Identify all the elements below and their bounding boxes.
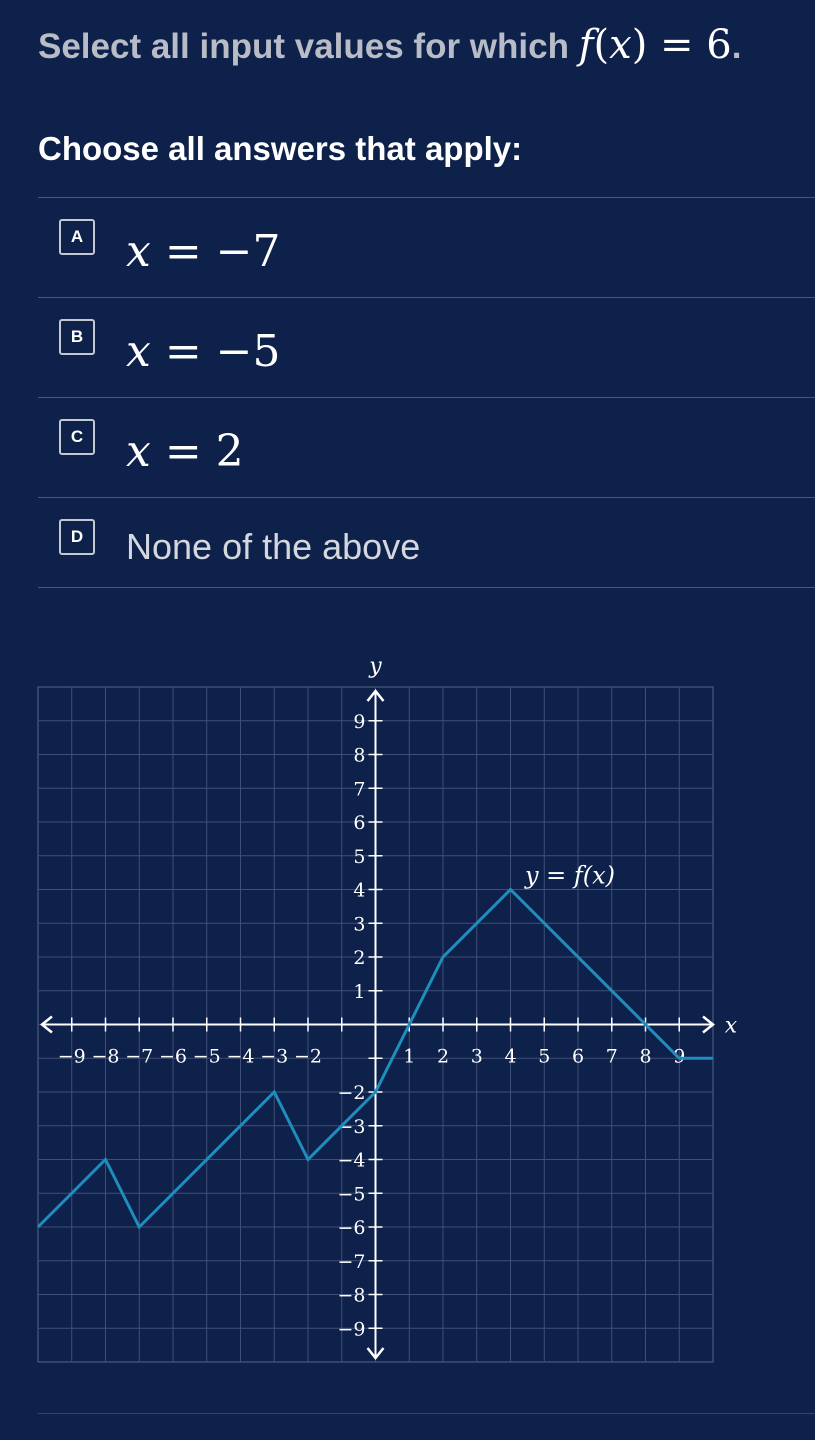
x-tick-label: 6 xyxy=(572,1046,584,1068)
question-text: Select all input values for which xyxy=(38,27,579,66)
choice-a[interactable]: A x = −7 xyxy=(38,198,815,298)
y-axis-top-arrow xyxy=(366,688,385,702)
x-axis-right-arrow xyxy=(702,1015,716,1034)
y-tick-label: −4 xyxy=(337,1150,365,1172)
x-tick-label: −4 xyxy=(226,1046,254,1068)
x-tick-label: 7 xyxy=(606,1046,618,1068)
y-tick-label: −6 xyxy=(337,1217,365,1239)
question-prompt: Select all input values for which f(x) =… xyxy=(38,22,741,68)
instruction-text: Choose all answers that apply: xyxy=(38,130,523,167)
choice-c[interactable]: C x = 2 xyxy=(38,398,815,498)
choice-d-label: None of the above xyxy=(126,526,421,567)
curve-label: y = f(x) xyxy=(524,862,615,890)
y-axis-bottom-arrow xyxy=(366,1347,385,1361)
x-tick-label: −9 xyxy=(58,1046,86,1068)
y-tick-label: 1 xyxy=(353,981,365,1003)
x-axis-left-arrow xyxy=(39,1015,53,1034)
choice-d-checkbox[interactable]: D xyxy=(59,519,95,555)
choice-b[interactable]: B x = −5 xyxy=(38,298,815,398)
x-tick-label: 2 xyxy=(437,1046,449,1068)
y-tick-label: −2 xyxy=(337,1082,365,1104)
y-tick-label: −5 xyxy=(337,1183,365,1205)
x-tick-label: 4 xyxy=(504,1046,516,1068)
function-curve xyxy=(36,887,713,1230)
x-tick-label: −7 xyxy=(125,1046,153,1068)
choice-c-checkbox[interactable]: C xyxy=(59,419,95,455)
y-tick-label: 4 xyxy=(353,880,365,902)
y-tick-label: 5 xyxy=(353,846,365,868)
x-tick-label: −8 xyxy=(91,1046,119,1068)
y-tick-label: 2 xyxy=(353,947,365,969)
y-tick-label: −8 xyxy=(337,1285,365,1307)
x-tick-label: −6 xyxy=(159,1046,187,1068)
x-tick-label: 1 xyxy=(403,1046,415,1068)
answer-choices: A x = −7 B x = −5 C x = 2 D None of the … xyxy=(38,197,815,588)
choice-b-checkbox[interactable]: B xyxy=(59,319,95,355)
y-tick-label: 3 xyxy=(353,913,365,935)
x-tick-label: 8 xyxy=(639,1046,651,1068)
y-tick-label: −9 xyxy=(337,1318,365,1340)
choice-c-label: x = 2 xyxy=(126,426,244,477)
x-tick-label: −5 xyxy=(193,1046,221,1068)
y-tick-label: 6 xyxy=(353,812,365,834)
y-tick-label: −7 xyxy=(337,1251,365,1273)
x-tick-label: 5 xyxy=(538,1046,550,1068)
question-period: . xyxy=(731,27,742,66)
x-tick-label: −3 xyxy=(260,1046,288,1068)
x-axis-label: x xyxy=(725,1014,738,1039)
question-equation: f(x) = 6 xyxy=(578,22,732,68)
y-tick-label: 9 xyxy=(353,711,365,733)
y-tick-label: 8 xyxy=(353,745,365,767)
y-axis-label: y xyxy=(368,654,382,679)
choice-d[interactable]: D None of the above xyxy=(38,498,815,588)
choice-a-checkbox[interactable]: A xyxy=(59,219,95,255)
function-graph: −9 −8 −7 −6 −5 −4 −3 −2 1 2 3 4 5 6 7 8 9987654321−2−3−4… xyxy=(36,654,738,1363)
bottom-divider xyxy=(38,1413,815,1414)
choice-a-label: x = −7 xyxy=(126,226,281,277)
y-tick-label: 7 xyxy=(353,778,365,800)
x-tick-label: 3 xyxy=(471,1046,483,1068)
x-tick-label: −2 xyxy=(294,1046,322,1068)
choice-b-label: x = −5 xyxy=(126,326,281,377)
